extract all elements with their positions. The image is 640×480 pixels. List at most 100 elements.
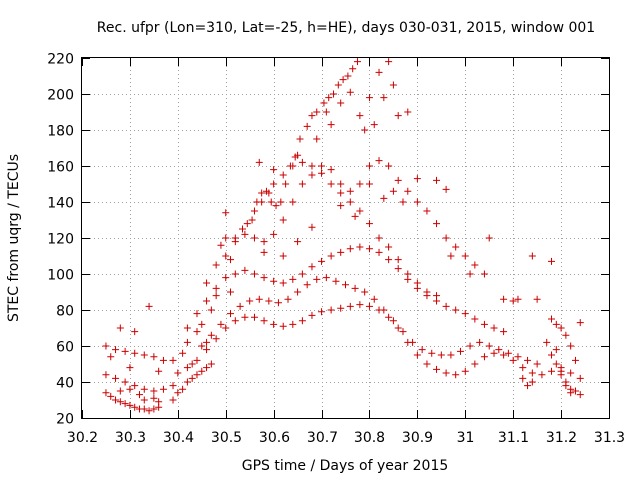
data-point [571, 387, 579, 395]
data-point [452, 306, 460, 314]
data-point [356, 301, 364, 309]
data-point [270, 230, 278, 238]
data-point [258, 189, 266, 197]
data-point [337, 248, 345, 256]
data-point [418, 346, 426, 354]
data-point [337, 304, 345, 312]
data-point [296, 135, 304, 143]
data-point [447, 351, 455, 359]
y-tick-label: 200 [47, 88, 74, 104]
data-point [131, 403, 139, 411]
y-tick-label: 80 [56, 304, 74, 320]
data-point [198, 342, 206, 350]
data-point [241, 313, 249, 321]
data-point [318, 162, 326, 170]
data-point [150, 353, 158, 361]
data-point [375, 248, 383, 256]
data-point [433, 365, 441, 373]
data-point [485, 342, 493, 350]
data-point [528, 252, 536, 260]
data-point [423, 292, 431, 300]
data-point [346, 245, 354, 253]
data-point [121, 378, 129, 386]
grid-layer [82, 58, 609, 418]
data-point [346, 187, 354, 195]
data-point [308, 112, 316, 120]
data-point [509, 297, 517, 305]
data-point [442, 234, 450, 242]
data-point [217, 320, 225, 328]
data-point [433, 220, 441, 228]
data-point [385, 162, 393, 170]
data-point [121, 347, 129, 355]
data-point [265, 297, 273, 305]
data-point [270, 320, 278, 328]
data-point [188, 374, 196, 382]
data-point [480, 320, 488, 328]
data-point [567, 342, 575, 350]
data-point [552, 360, 560, 368]
data-point [255, 158, 263, 166]
data-point [284, 295, 292, 303]
data-point [349, 65, 357, 73]
data-point [155, 367, 163, 375]
data-point [243, 220, 251, 228]
series-group [231, 158, 441, 300]
data-point [375, 234, 383, 242]
data-point [423, 360, 431, 368]
data-point [193, 310, 201, 318]
plot-frame [81, 57, 610, 419]
data-point [174, 369, 182, 377]
data-point [471, 315, 479, 323]
data-point [274, 299, 282, 307]
data-point [404, 275, 412, 283]
data-point [548, 351, 556, 359]
data-point [250, 234, 258, 242]
data-point [279, 216, 287, 224]
data-point [260, 248, 268, 256]
data-point [250, 270, 258, 278]
data-point [112, 374, 120, 382]
data-point [140, 385, 148, 393]
series-group [102, 302, 167, 415]
data-point [356, 180, 364, 188]
data-point [456, 347, 464, 355]
data-point [298, 270, 306, 278]
data-point [346, 198, 354, 206]
data-point [514, 353, 522, 361]
data-point [500, 351, 508, 359]
y-tick-label: 140 [47, 196, 74, 212]
axis-layer: 20 40 60 80 100 120 140 160 180 200 220 30.2 30.3 30.… [47, 52, 625, 447]
data-point [241, 266, 249, 274]
data-point [246, 297, 254, 305]
data-point [389, 187, 397, 195]
data-point [500, 295, 508, 303]
data-point [461, 252, 469, 260]
data-point [365, 220, 373, 228]
data-point [413, 175, 421, 183]
data-point [116, 398, 124, 406]
data-point [500, 328, 508, 336]
data-point [102, 389, 110, 397]
data-point [203, 297, 211, 305]
data-point [308, 263, 316, 271]
y-tick-label: 180 [47, 124, 74, 140]
data-point [140, 396, 148, 404]
data-point [413, 198, 421, 206]
data-point [538, 371, 546, 379]
data-point [227, 288, 235, 296]
data-marks [102, 58, 584, 415]
series-group [198, 274, 541, 368]
data-point [207, 306, 215, 314]
data-point [524, 382, 532, 390]
data-point [289, 198, 297, 206]
data-point [212, 292, 220, 300]
data-point [145, 407, 153, 415]
data-point [131, 382, 139, 390]
data-point [339, 76, 347, 84]
data-point [231, 270, 239, 278]
data-point [193, 356, 201, 364]
data-point [571, 356, 579, 364]
series-group [248, 58, 361, 224]
data-point [260, 238, 268, 246]
